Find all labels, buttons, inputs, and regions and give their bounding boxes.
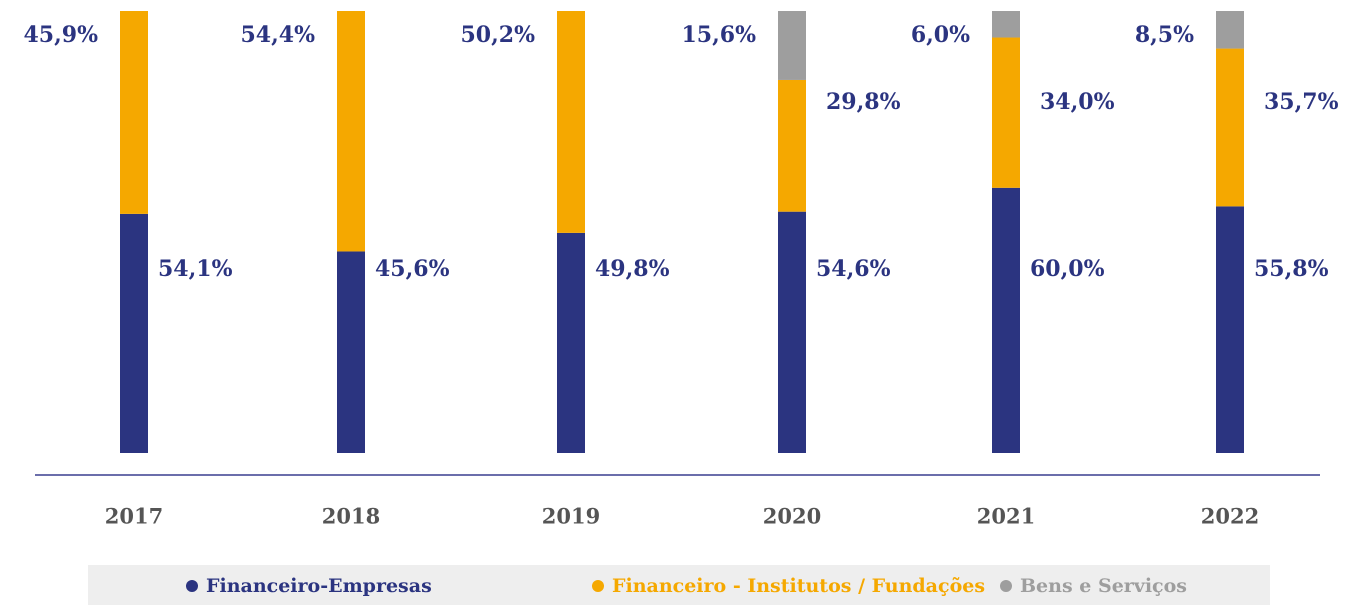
data-label: 45,6% xyxy=(375,256,450,282)
bar-segment xyxy=(992,11,1020,38)
x-tick-label: 2020 xyxy=(763,504,821,529)
bar-segment xyxy=(992,187,1020,454)
bar-segment xyxy=(557,11,585,233)
bar-segment xyxy=(337,251,365,453)
bar-segment xyxy=(1216,48,1244,207)
x-tick-label: 2018 xyxy=(322,504,380,529)
bar-segment xyxy=(992,37,1020,188)
data-label: 15,6% xyxy=(682,22,757,48)
bar-segment xyxy=(337,11,365,252)
x-tick-label: 2019 xyxy=(542,504,600,529)
bar-segment xyxy=(1216,206,1244,453)
x-tick-label: 2021 xyxy=(977,504,1035,529)
data-label: 60,0% xyxy=(1030,256,1105,282)
data-label: 8,5% xyxy=(1135,22,1194,48)
bar-segment xyxy=(778,79,806,212)
data-label: 6,0% xyxy=(911,22,970,48)
legend-marker xyxy=(1000,580,1012,592)
data-label: 54,1% xyxy=(158,256,233,282)
data-label: 45,9% xyxy=(24,22,99,48)
bar-segment xyxy=(120,11,148,214)
legend-background xyxy=(88,565,1270,605)
bar-segment xyxy=(778,211,806,453)
x-tick-label: 2022 xyxy=(1201,504,1259,529)
legend-marker xyxy=(186,580,198,592)
legend-label: Bens e Serviços xyxy=(1020,575,1187,597)
data-label: 34,0% xyxy=(1040,89,1115,115)
legend-marker xyxy=(592,580,604,592)
bar-segment xyxy=(778,11,806,80)
data-label: 29,8% xyxy=(826,89,901,115)
bar-segment xyxy=(120,213,148,453)
data-label: 35,7% xyxy=(1264,89,1339,115)
data-label: 54,4% xyxy=(241,22,316,48)
data-label: 50,2% xyxy=(461,22,536,48)
x-tick-label: 2017 xyxy=(105,504,163,529)
legend-label: Financeiro - Institutos / Fundações xyxy=(612,575,985,597)
legend-label: Financeiro-Empresas xyxy=(206,575,432,597)
bar-segment xyxy=(557,232,585,453)
bar-segment xyxy=(1216,11,1244,49)
data-label: 54,6% xyxy=(816,256,891,282)
data-label: 49,8% xyxy=(595,256,670,282)
data-label: 55,8% xyxy=(1254,256,1329,282)
